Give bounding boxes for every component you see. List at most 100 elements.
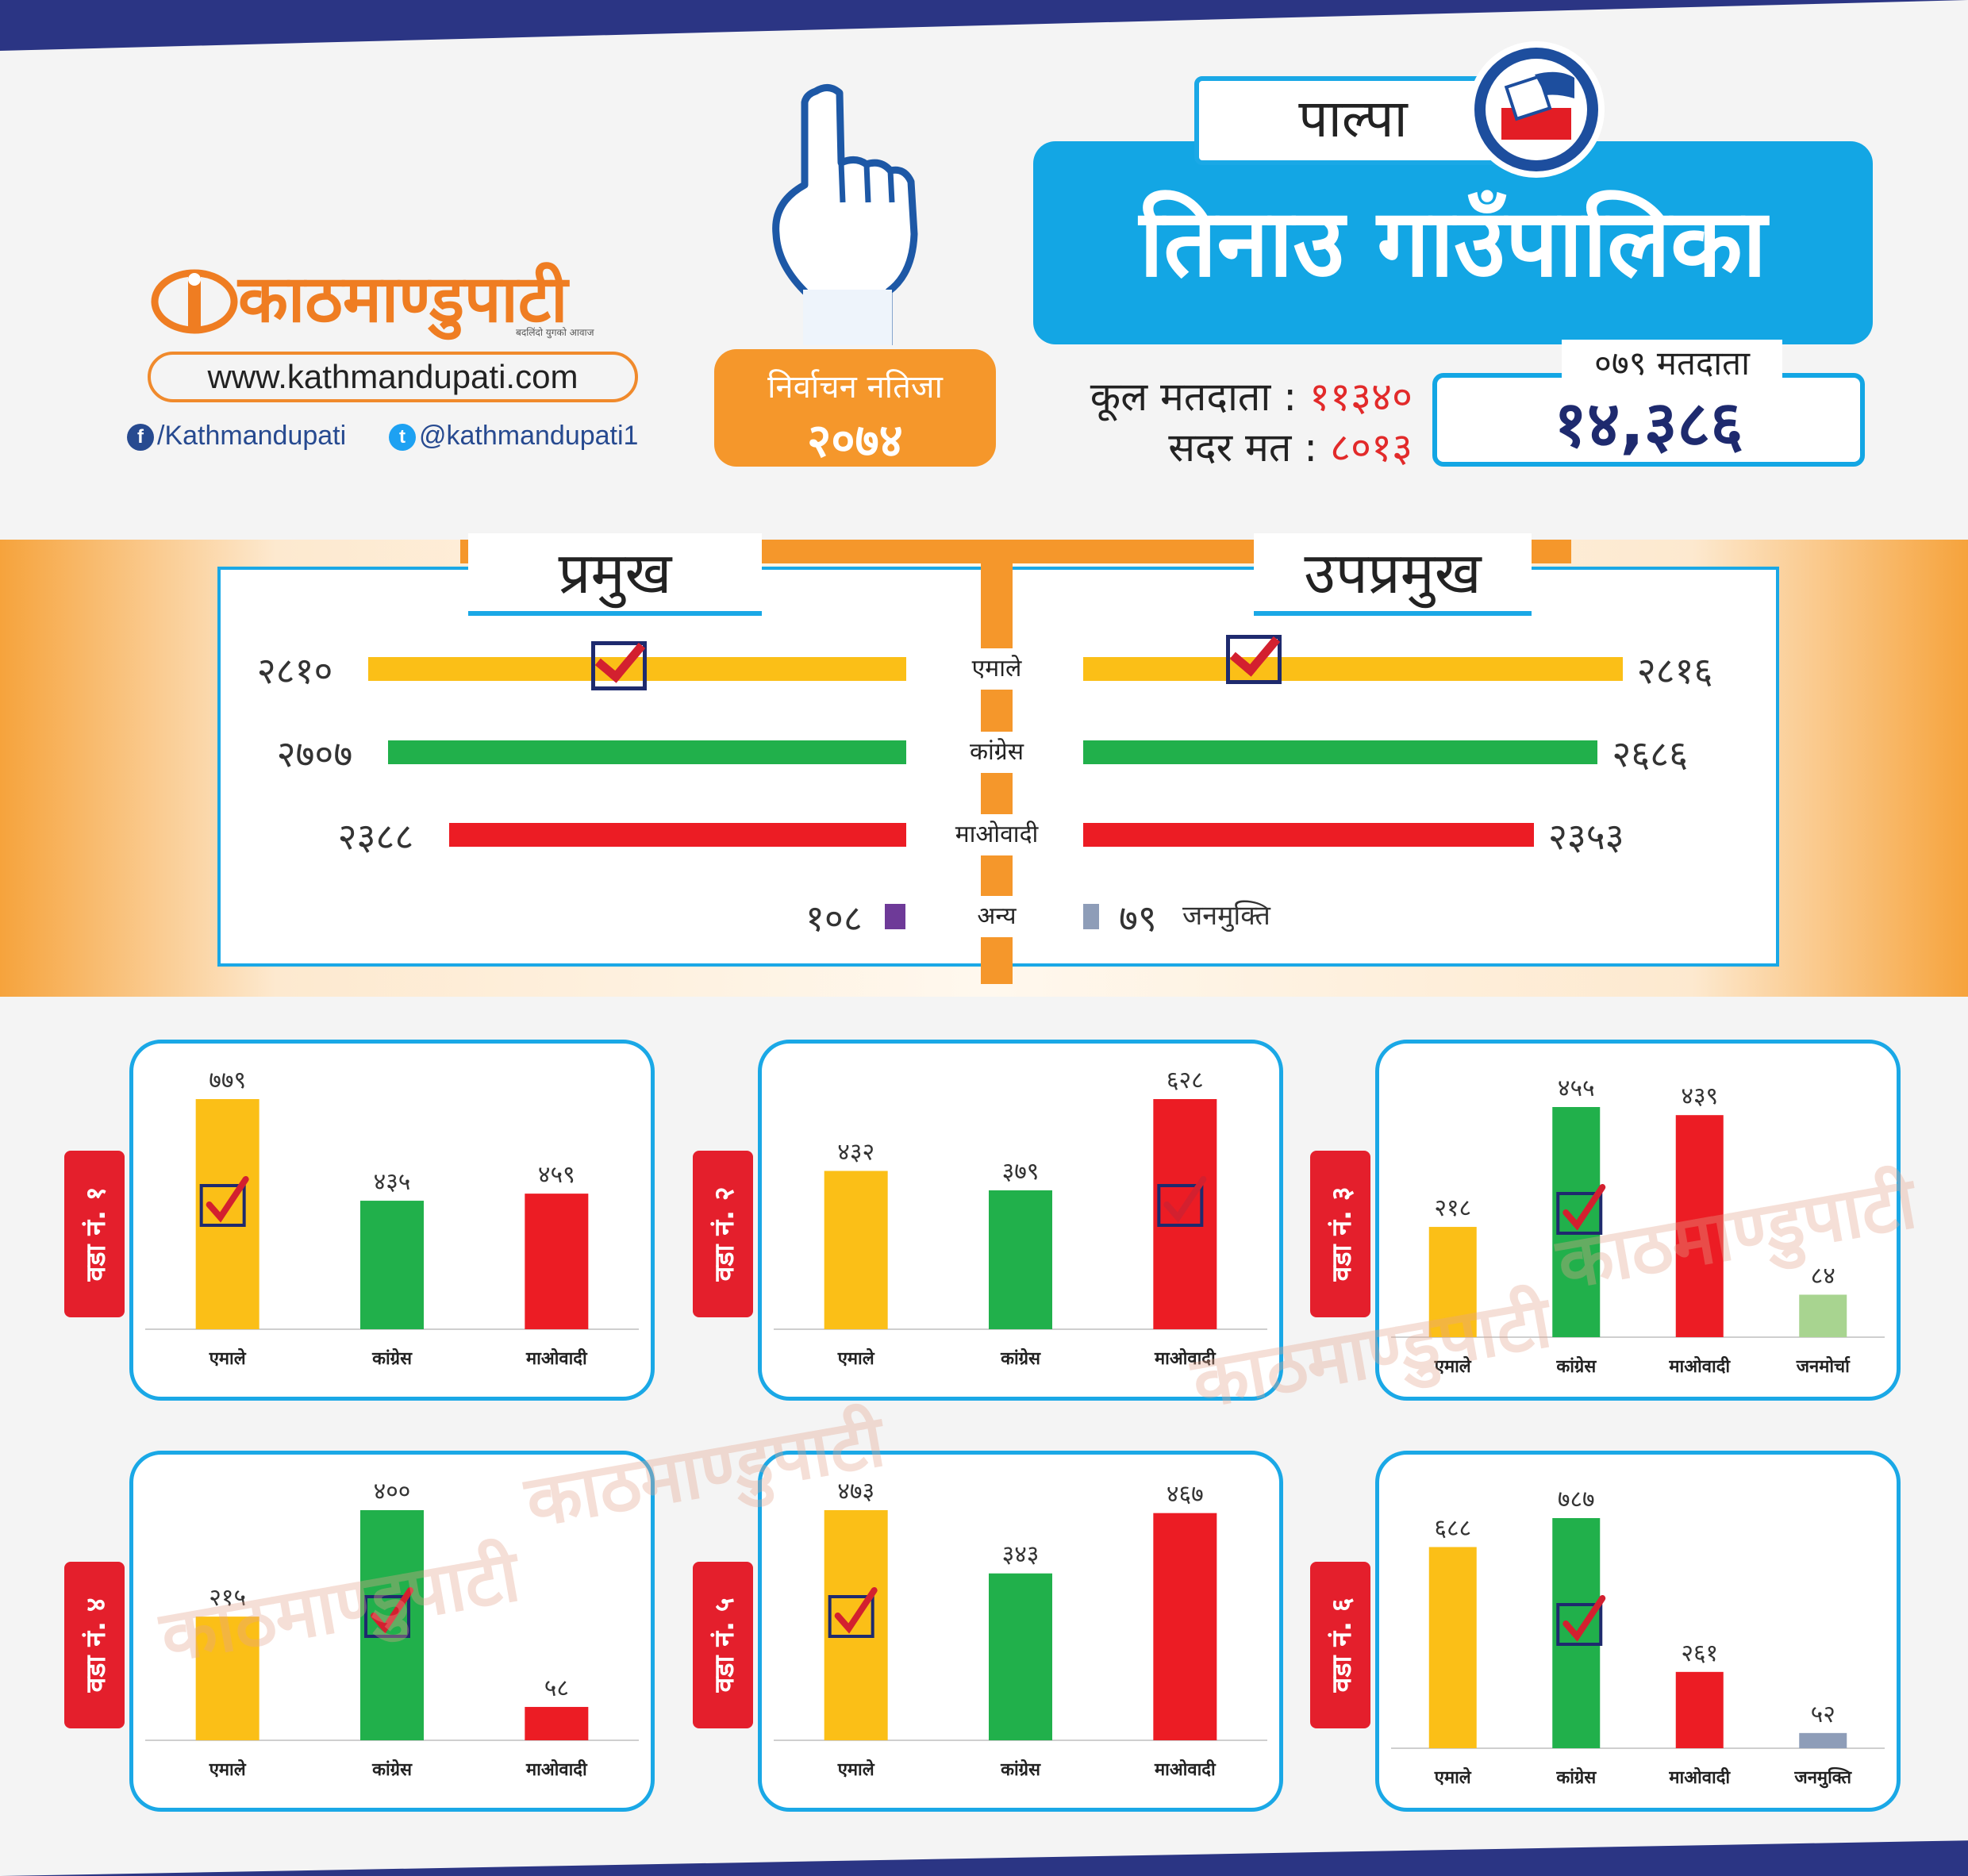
ward-chart-5: ४७३ एमाले ३४३ कांग्रेस ४६७ माओवादी — [774, 1478, 1267, 1780]
deputy-bar-2 — [1083, 823, 1534, 847]
category-label: कांग्रेस — [1000, 1347, 1041, 1369]
election-result-badge: निर्वाचन नतिजा २०७४ — [714, 349, 996, 467]
category-label: एमाले — [209, 1347, 247, 1369]
other-deputy-swatch — [1083, 904, 1099, 929]
value-label: ६८८ — [1434, 1514, 1471, 1542]
badge-line1: निर्वाचन नतिजा — [767, 369, 943, 406]
ward-title: वडा नं. ६ — [1326, 1597, 1358, 1693]
deputy-value-1: २६८६ — [1612, 732, 1689, 775]
voters-079-box: १४,३८६ — [1432, 373, 1865, 467]
category-label: माओवादी — [1668, 1766, 1731, 1788]
bar-कांग्रेस — [360, 1510, 424, 1740]
other-mayor-value: १०८ — [805, 897, 863, 940]
value-label: ३७९ — [1002, 1158, 1040, 1186]
facebook-link[interactable]: f/Kathmandupati — [127, 421, 346, 452]
category-label: एमाले — [1434, 1766, 1472, 1788]
value-label: २१५ — [209, 1584, 246, 1612]
value-label: ५२ — [1811, 1701, 1835, 1728]
category-label: जनमोर्चा — [1796, 1355, 1851, 1377]
value-label: ४३९ — [1681, 1082, 1718, 1110]
bar-कांग्रेस — [360, 1201, 424, 1329]
bar-माओवादी — [1675, 1115, 1724, 1337]
logo-tagline: बदलिंदो युगको आवाज — [516, 327, 594, 338]
bar-माओवादी — [525, 1706, 589, 1740]
category-label: एमाले — [1434, 1355, 1472, 1377]
winner-check-icon — [199, 1176, 249, 1227]
ward-chart-2: ४३२ एमाले ३७९ कांग्रेस ६२८ माओवादी — [774, 1067, 1267, 1369]
ward-tag-1: वडा नं. १ — [64, 1151, 125, 1317]
other-deputy-name: जनमुक्ति — [1182, 900, 1270, 932]
deputy-panel — [1009, 567, 1779, 967]
value-label: ७८७ — [1558, 1486, 1595, 1513]
twitter-link[interactable]: t @kathmandupati1 — [389, 421, 638, 452]
voters-079-label: ०७९ मतदाता — [1562, 340, 1782, 385]
deputy-title: उपप्रमुख — [1254, 533, 1532, 616]
ward-chart-6: ६८८ एमाले ७८७ कांग्रेस २६१ माओवादी ५२ जनमुक्ति — [1391, 1486, 1885, 1789]
value-label: ८४ — [1811, 1262, 1835, 1290]
category-label: माओवादी — [1154, 1759, 1217, 1780]
mayor-winner-check — [591, 641, 647, 690]
bar-एमाले — [1428, 1227, 1477, 1337]
category-label: जनमुक्ति — [1793, 1766, 1852, 1789]
category-label: माओवादी — [1154, 1347, 1217, 1369]
party-label-1: कांग्रेस — [945, 732, 1048, 773]
ward-chart-4: २१५ एमाले ४०० कांग्रेस ५८ माओवादी — [145, 1478, 639, 1780]
value-label: २६१ — [1681, 1640, 1718, 1667]
bar-एमाले — [824, 1171, 888, 1329]
badge-year: २०७४ — [807, 413, 903, 467]
facebook-icon: f — [127, 424, 154, 452]
value-label: २१८ — [1434, 1194, 1471, 1222]
logo-mark — [151, 269, 238, 334]
winner-check-icon — [1556, 1184, 1606, 1235]
bar-एमाले — [195, 1099, 259, 1329]
valid-votes-label: सदर मत : — [1168, 425, 1318, 471]
category-label: माओवादी — [525, 1347, 588, 1369]
ward-title: वडा नं. १ — [80, 1186, 112, 1282]
bar-कांग्रेस — [989, 1190, 1052, 1329]
value-label: ७७९ — [209, 1067, 246, 1094]
other-mayor-swatch — [885, 904, 905, 929]
value-label: ४५९ — [538, 1161, 575, 1189]
mayor-value-0: २८१० — [256, 649, 333, 692]
ward-title: वडा नं. ५ — [709, 1597, 740, 1693]
mayor-bar-2 — [448, 823, 906, 847]
ballot-hand-icon — [1501, 71, 1574, 140]
category-label: माओवादी — [525, 1759, 588, 1780]
total-voters-label: कूल मतदाता : — [1090, 374, 1297, 420]
ward-title: वडा नं. २ — [709, 1186, 740, 1282]
mayor-value-1: २७०७ — [276, 732, 353, 775]
mayor-bar-1 — [387, 740, 906, 764]
winner-check-icon — [1157, 1176, 1207, 1227]
mayor-value-2: २३८८ — [337, 815, 414, 858]
value-label: ४०० — [374, 1478, 411, 1505]
ward-tag-2: वडा नं. २ — [693, 1151, 753, 1317]
category-label: एमाले — [209, 1759, 247, 1780]
bar-जनमुक्ति — [1799, 1732, 1847, 1748]
category-label: कांग्रेस — [371, 1759, 413, 1780]
category-label: कांग्रेस — [1000, 1759, 1041, 1780]
winner-check-icon — [364, 1587, 413, 1638]
mayor-title: प्रमुख — [468, 533, 762, 616]
top-band — [0, 0, 1968, 51]
value-label: ४५५ — [1558, 1074, 1595, 1102]
bar-माओवादी — [1675, 1671, 1724, 1748]
value-label: ४६७ — [1167, 1481, 1204, 1509]
value-label: ४७३ — [837, 1478, 874, 1505]
category-label: कांग्रेस — [371, 1347, 413, 1369]
category-label: कांग्रेस — [1555, 1766, 1597, 1788]
facebook-handle: /Kathmandupati — [157, 421, 347, 451]
ward-title: वडा नं. ४ — [80, 1597, 112, 1693]
deputy-winner-check — [1226, 635, 1282, 684]
bar-कांग्रेस — [989, 1573, 1052, 1740]
website-link[interactable]: www.kathmandupati.com — [148, 352, 638, 402]
bar-माओवादी — [1153, 1513, 1217, 1740]
voter-stats: कूल मतदाता : ११३४० सदर मत : ८०१३ — [1032, 371, 1413, 473]
district-label: पाल्पा — [1194, 76, 1512, 165]
ward-title: वडा नं. ३ — [1326, 1186, 1358, 1282]
ward-tag-5: वडा नं. ५ — [693, 1562, 753, 1728]
category-label: एमाले — [837, 1759, 875, 1780]
value-label: ३४३ — [1002, 1541, 1040, 1569]
ward-chart-3: २१८ एमाले ४५५ कांग्रेस ४३९ माओवादी ८४ जनमोर्चा — [1391, 1074, 1885, 1377]
bar-जनमोर्चा — [1799, 1294, 1847, 1337]
ward-chart-1: ७७९ एमाले ४३५ कांग्रेस ४५९ माओवादी — [145, 1067, 639, 1369]
